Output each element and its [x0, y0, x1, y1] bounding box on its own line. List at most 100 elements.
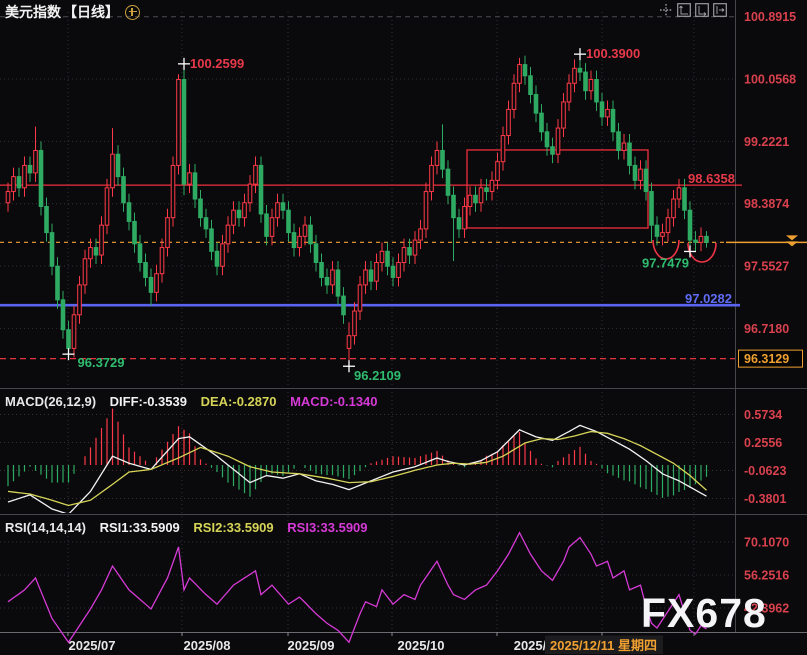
candle: [236, 209, 242, 219]
candle: [253, 164, 258, 185]
candle: [495, 161, 500, 181]
candle: [434, 149, 440, 166]
panel-separators: [0, 0, 807, 633]
candle: [511, 82, 517, 110]
candle: [572, 67, 577, 84]
month-label: 2025/: [514, 638, 547, 653]
candle: [297, 235, 302, 249]
candle: [451, 194, 456, 219]
candle: [588, 79, 594, 92]
candle: [231, 209, 236, 226]
candle: [82, 258, 88, 286]
annotation-label: 100.3900: [586, 46, 640, 61]
candle: [363, 269, 368, 286]
scroll-to-latest-icon[interactable]: [713, 3, 727, 17]
candle: [33, 149, 38, 174]
candle: [429, 164, 434, 193]
price-arrow-icon: [786, 241, 798, 247]
axis-rsi-label: 42.3962: [744, 602, 789, 616]
candle: [473, 194, 478, 204]
date-box: [545, 635, 663, 654]
candle: [368, 269, 374, 282]
candle: [170, 164, 176, 219]
axis-price-box: [738, 349, 803, 368]
axis-scale-left-icon[interactable]: [677, 3, 691, 17]
axis-price-label: 99.2221: [744, 135, 789, 149]
rsi-header: RSI(14,14,14) RSI1:33.5909 RSI2:33.5909 …: [5, 520, 378, 535]
candle: [286, 209, 291, 234]
macd-diff-value: DIFF:-0.3539: [109, 394, 187, 409]
month-label: 2025/07: [69, 638, 116, 653]
macd-header: MACD(26,12,9) DIFF:-0.3539 DEA:-0.2870 M…: [5, 394, 388, 409]
annotation-label: 97.7479: [642, 255, 689, 270]
candle: [148, 276, 154, 293]
candle: [665, 217, 671, 234]
candle: [627, 142, 632, 166]
candle: [198, 198, 203, 219]
macd-dea-value: DEA:-0.2870: [200, 394, 277, 409]
candle: [401, 247, 407, 264]
candle: [115, 153, 121, 178]
axis-price-label: 100.0568: [744, 73, 796, 87]
candle: [220, 243, 225, 267]
candle: [27, 164, 33, 174]
diff-line: [7, 424, 707, 513]
candle: [517, 64, 522, 84]
candle: [357, 284, 363, 312]
candle: [49, 232, 55, 267]
add-indicator-icon[interactable]: [125, 4, 140, 20]
candle: [66, 329, 71, 349]
candle: [632, 164, 638, 181]
candle: [302, 224, 308, 237]
pan-crosshair-icon[interactable]: [659, 3, 673, 17]
candle: [44, 205, 49, 234]
candle: [71, 314, 77, 349]
month-label: 2025/09: [288, 638, 335, 653]
current-date-label: 2025/12/11 星期四: [550, 638, 657, 653]
candles: [5, 54, 709, 367]
axis-price-label: 97.5527: [744, 260, 789, 274]
candle: [649, 191, 654, 226]
candle: [467, 194, 473, 207]
price-annotation: 97.7479: [642, 245, 696, 270]
candle: [500, 135, 506, 163]
candle: [55, 265, 60, 301]
candle: [423, 191, 429, 230]
candle: [154, 273, 159, 293]
candle: [319, 262, 324, 278]
candle: [143, 262, 148, 278]
bottom-circle-1[interactable]: [652, 239, 680, 260]
candle: [60, 299, 66, 331]
axis-scale-right-icon[interactable]: [695, 3, 709, 17]
candle: [693, 239, 698, 243]
axis-macd-label: -0.0623: [744, 464, 786, 478]
candle: [330, 269, 335, 286]
candle: [192, 172, 198, 200]
candle: [555, 127, 561, 155]
price-annotation: 100.3900: [574, 46, 640, 61]
axis-price-label: 98.3874: [744, 197, 789, 211]
candle: [209, 228, 214, 252]
candle: [264, 213, 269, 237]
candle: [610, 108, 616, 133]
candle: [445, 168, 451, 196]
candle: [308, 224, 313, 245]
time-axis: 2025/07 2025/08 2025/09 2025/10 2025/2025/12…: [67, 632, 695, 654]
dea-line: [7, 430, 707, 507]
candle: [379, 250, 385, 264]
candle: [704, 235, 709, 243]
candle: [478, 187, 484, 204]
rsi-panel: [7, 531, 707, 644]
bottom-circle-2[interactable]: [687, 242, 717, 263]
macd-panel: [7, 408, 708, 513]
candle: [654, 224, 660, 237]
candle: [5, 191, 11, 204]
candle: [242, 202, 247, 219]
candle: [93, 247, 99, 256]
candle: [352, 310, 357, 337]
fx678-watermark: FX678: [641, 590, 767, 636]
candle: [335, 269, 341, 297]
candle: [313, 243, 319, 264]
